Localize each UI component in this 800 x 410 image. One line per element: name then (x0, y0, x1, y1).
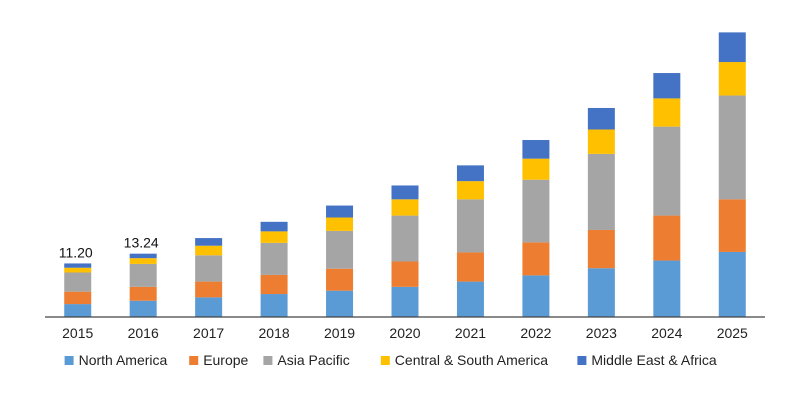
bars-group (64, 32, 746, 317)
data-labels: 11.20 13.24 (59, 235, 159, 261)
bar-2025-middle-east-africa (718, 32, 746, 63)
bar-2017-europe (195, 281, 223, 298)
x-tick-label-2024: 2024 (651, 325, 682, 341)
bar-2025-central-south-america (718, 62, 746, 96)
bar-2025-europe (718, 199, 746, 252)
x-tick-label-2015: 2015 (62, 325, 93, 341)
legend-label-central-south-america: Central & South America (395, 352, 549, 368)
bar-2016-north-america (129, 300, 157, 317)
bar-2022-asia-pacific (522, 179, 550, 243)
x-tick-label-2025: 2025 (717, 325, 748, 341)
bar-2021-europe (456, 252, 484, 282)
bar-2017-north-america (195, 297, 223, 317)
bar-2021-asia-pacific (456, 199, 484, 253)
bar-2018-europe (260, 274, 288, 295)
bar-2024-middle-east-africa (653, 73, 681, 99)
bar-2021-middle-east-africa (456, 165, 484, 182)
bar-2016-central-south-america (129, 258, 157, 264)
bar-2017-asia-pacific (195, 255, 223, 282)
bar-2019-north-america (326, 290, 354, 317)
bar-2016-asia-pacific (129, 263, 157, 287)
x-tick-label-2022: 2022 (520, 325, 551, 341)
bar-2023-asia-pacific (587, 153, 615, 230)
bar-2015-asia-pacific (64, 272, 92, 292)
bar-2022-europe (522, 242, 550, 276)
x-tick-label-2017: 2017 (193, 325, 224, 341)
bar-2019-middle-east-africa (326, 205, 354, 218)
legend-label-middle-east-africa: Middle East & Africa (591, 352, 716, 368)
bar-2020-middle-east-africa (391, 185, 419, 200)
bar-2016-europe (129, 286, 157, 301)
x-tick-label-2021: 2021 (455, 325, 486, 341)
x-tick-label-2018: 2018 (259, 325, 290, 341)
bar-2020-north-america (391, 286, 419, 317)
bar-2015-europe (64, 291, 92, 305)
bar-2017-middle-east-africa (195, 238, 223, 246)
legend-swatch-central-south-america (380, 356, 390, 365)
bar-2025-north-america (718, 251, 746, 317)
legend-swatch-middle-east-africa (577, 356, 587, 365)
legend-label-north-america: North America (79, 352, 168, 368)
bar-2024-central-south-america (653, 98, 681, 127)
x-tick-label-2019: 2019 (324, 325, 355, 341)
bar-2017-central-south-america (195, 245, 223, 256)
bar-2024-europe (653, 215, 681, 261)
bar-2019-central-south-america (326, 217, 354, 231)
bar-2025-asia-pacific (718, 95, 746, 200)
legend-swatch-asia-pacific (263, 356, 273, 365)
bar-2023-central-south-america (587, 129, 615, 154)
bar-2015-middle-east-africa (64, 263, 92, 268)
legend-swatch-europe (189, 356, 199, 365)
bar-2016-middle-east-africa (129, 253, 157, 259)
legend-swatch-north-america (64, 356, 74, 365)
bar-2021-north-america (456, 281, 484, 317)
bar-2019-europe (326, 268, 354, 291)
bar-2022-north-america (522, 275, 550, 317)
x-tick-label-2016: 2016 (128, 325, 159, 341)
data-label-2016: 13.24 (124, 235, 159, 251)
bar-2018-asia-pacific (260, 242, 288, 275)
data-label-2015: 11.20 (59, 244, 93, 260)
bar-2024-asia-pacific (653, 126, 681, 216)
bar-2023-middle-east-africa (587, 107, 615, 130)
legend-label-europe: Europe (203, 352, 248, 368)
bar-2020-asia-pacific (391, 215, 419, 262)
bar-2022-central-south-america (522, 158, 550, 180)
bar-2018-central-south-america (260, 231, 288, 243)
bar-2023-europe (587, 229, 615, 269)
x-tick-label-2023: 2023 (586, 325, 617, 341)
legend: North America Europe Asia Pacific Central &… (64, 352, 717, 368)
bar-2018-north-america (260, 294, 288, 317)
bar-2020-europe (391, 261, 419, 287)
bar-2023-north-america (587, 268, 615, 317)
bar-2015-central-south-america (64, 267, 92, 273)
bar-2020-central-south-america (391, 199, 419, 216)
legend-label-asia-pacific: Asia Pacific (277, 352, 349, 368)
x-tick-label-2020: 2020 (389, 325, 420, 341)
bar-2022-middle-east-africa (522, 140, 550, 159)
bar-2021-central-south-america (456, 181, 484, 200)
bar-2019-asia-pacific (326, 230, 354, 269)
bar-2018-middle-east-africa (260, 221, 288, 232)
bar-2015-north-america (64, 304, 92, 317)
bar-2024-north-america (653, 260, 681, 317)
x-tick-labels: 2015 2016 2017 2018 2019 2020 2021 2022 2023 2024… (62, 325, 748, 341)
